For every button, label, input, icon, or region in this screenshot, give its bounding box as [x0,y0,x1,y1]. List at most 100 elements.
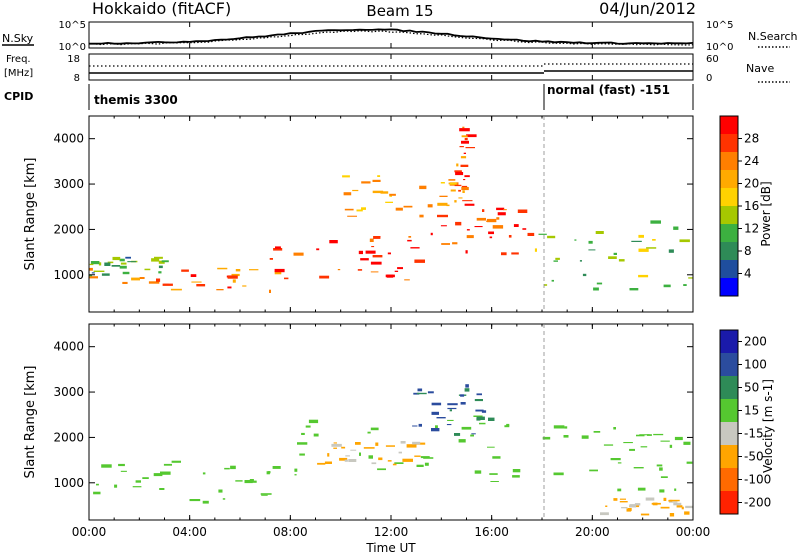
heatmap-cell [294,468,298,472]
heatmap-cell [403,205,413,208]
heatmap-cell [462,190,465,193]
heatmap-cell [464,203,475,206]
heatmap-cell [268,471,271,474]
heatmap-cell [419,185,427,190]
heatmap-cell [111,265,121,267]
heatmap-cell [244,480,253,484]
heatmap-cell [274,271,282,275]
heatmap-cell [551,279,554,282]
colorbar-tick-label: 28 [744,132,759,146]
heatmap-cell [431,411,439,415]
heatmap-cell [486,218,497,223]
x-tick-label: 08:00 [273,525,308,539]
heatmap-cell [465,250,468,254]
heatmap-cell [372,179,381,182]
heatmap-cell [431,428,440,432]
heatmap-cell [629,288,639,291]
heatmap-cell [653,433,664,436]
heatmap-cell [301,432,305,435]
heatmap-cell [610,458,621,461]
heatmap-cell [650,220,661,224]
power-colorbar: 28 24 20 16 12 8 4 [719,115,759,297]
heatmap-cell [191,281,202,283]
heatmap-cell [582,273,587,277]
heatmap-cell [563,435,569,438]
colorbar-swatch [720,134,738,153]
colorbar-tick-label: 200 [744,335,767,349]
freq-tick-bottom: 8 [74,73,80,84]
heatmap-cell [683,441,691,445]
heatmap-cell [408,236,412,238]
heatmap-cell [249,479,254,482]
heatmap-cell [681,506,684,510]
heatmap-cell [684,511,690,515]
colorbar-swatch [720,242,738,261]
heatmap-cell [387,252,391,255]
heatmap-cell [619,501,628,503]
heatmap-cell [440,182,445,184]
heatmap-cell [139,277,145,279]
heatmap-cell [605,505,608,507]
heatmap-cell [352,189,359,192]
heatmap-cell [488,231,494,235]
heatmap-cell [158,265,163,269]
heatmap-cell [153,473,163,477]
heatmap-cell [679,239,690,243]
y-tick-label: 3000 [53,385,84,399]
colorbar-tick-label: -200 [744,496,771,510]
heatmap-cell [460,156,467,159]
heatmap-cell [593,431,601,433]
colorbar-swatch [720,399,738,423]
heatmap-cell [297,442,308,445]
heatmap-cell [464,388,470,392]
heatmap-cell [269,258,273,260]
cpid-label: CPID [4,90,33,103]
heatmap-cell [460,402,466,405]
nsearch-tick-bottom: 10^0 [706,42,733,53]
colorbar-tick-label: -15 [744,427,764,441]
x-axis-label: Time UT [365,541,416,554]
heatmap-cell [637,487,646,491]
heatmap-cell [101,464,112,468]
heatmap-cell [454,170,462,173]
heatmap-cell [275,246,281,249]
colorbar-swatch [720,445,738,469]
heatmap-cell [631,240,642,242]
heatmap-cell [120,470,127,472]
heatmap-cell [89,276,98,279]
heatmap-cell [497,212,506,216]
heatmap-cell [474,226,483,228]
heatmap-cell [406,444,417,448]
heatmap-cell [512,469,521,473]
heatmap-cell [135,480,141,483]
heatmap-cell [669,513,675,517]
heatmap-cell [481,410,487,413]
x-tick-label: 04:00 [172,525,207,539]
heatmap-cell [621,507,628,509]
heatmap-cell [344,208,354,211]
heatmap-cell [683,284,687,286]
heatmap-cell [158,271,162,274]
heatmap-cell [400,441,406,444]
heatmap-cell [371,246,375,248]
heatmap-cell [370,261,382,265]
heatmap-cell [427,391,434,394]
heatmap-cell [232,279,236,283]
heatmap-cell [668,249,674,253]
heatmap-cell [418,423,422,427]
heatmap-cell [89,267,93,271]
colorbar-tick-label: 24 [744,154,759,168]
heatmap-cell [369,238,374,242]
heatmap-cell [476,393,482,396]
colorbar-tick-label: 15 [744,404,759,418]
heatmap-cell [114,484,118,488]
heatmap-cell [386,274,394,278]
heatmap-cell [373,236,381,239]
heatmap-cell [441,243,450,245]
heatmap-cell [363,447,375,449]
heatmap-cell [161,260,169,263]
heatmap-cell [112,256,121,261]
heatmap-cell [458,439,466,443]
heatmap-cell [227,286,232,289]
heatmap-cell [299,453,305,456]
